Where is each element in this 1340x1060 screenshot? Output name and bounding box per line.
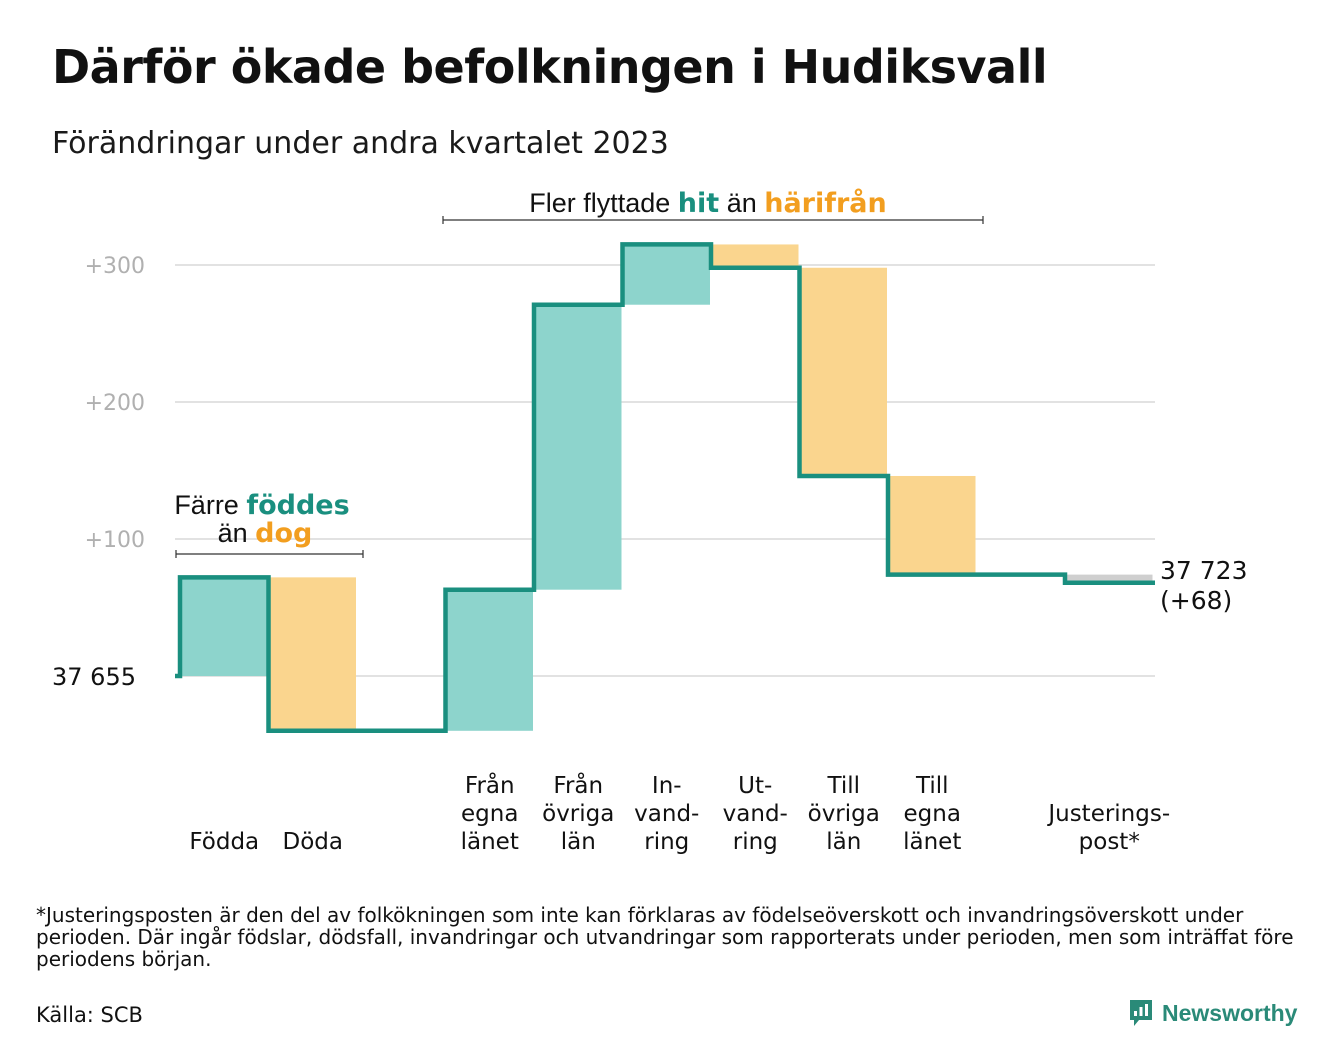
end-change-label: (+68) <box>1160 586 1232 615</box>
newsworthy-logo-icon <box>1130 1000 1152 1026</box>
bar-outflow <box>269 577 356 731</box>
x-category-label: län <box>826 829 861 855</box>
bar-inflow <box>181 577 268 676</box>
x-category-label: Justerings- <box>1046 801 1170 827</box>
x-category-label: län <box>561 829 596 855</box>
births-highlight: föddes <box>246 490 349 521</box>
bar-inflow <box>535 304 622 590</box>
x-category-label: länet <box>903 829 961 855</box>
x-category-label: länet <box>461 829 519 855</box>
brand: Newsworthy <box>1128 998 1297 1028</box>
bar-adjustment <box>1066 574 1153 583</box>
x-category-label: vand- <box>723 801 788 827</box>
births-annotation-line1: Färre föddes <box>174 490 349 521</box>
bar-inflow <box>623 244 710 305</box>
source-label: Källa: SCB <box>36 1003 143 1027</box>
chart-subtitle: Förändringar under andra kvartalet 2023 <box>52 126 669 161</box>
x-category-label: In- <box>652 773 682 799</box>
x-category-label: övriga <box>542 801 614 827</box>
waterfall-chart: +100+200+300 Födda DödaFrånegnalänetFrånö… <box>52 187 1247 855</box>
moves-annotation: Fler flyttade hit än härifrån <box>529 187 887 219</box>
births-annotation-line2: än dog <box>218 518 313 549</box>
label-layer: Födda DödaFrånegnalänetFrånövrigalänIn-va… <box>52 556 1247 855</box>
line-layer <box>175 242 1155 734</box>
start-value-label: 37 655 <box>52 663 136 691</box>
moves-in-highlight: hit <box>678 188 719 219</box>
x-category-label: post* <box>1079 829 1140 855</box>
bar-inflow <box>446 589 533 731</box>
x-category-label: Döda <box>283 829 343 855</box>
x-category-label: Från <box>553 771 603 799</box>
x-category-label: Födda <box>189 829 259 855</box>
cumulative-step-line <box>175 242 1155 734</box>
bar-outflow <box>889 475 976 575</box>
x-category-label: ring <box>644 829 689 855</box>
y-tick-label: +200 <box>85 391 145 416</box>
y-tick-label: +300 <box>85 254 145 279</box>
chart-title: Därför ökade befolkningen i Hudiksvall <box>52 40 1048 94</box>
y-tick-label: +100 <box>85 528 145 553</box>
footnote: *Justeringsposten är den del av folkökni… <box>36 903 1294 971</box>
moves-annotation-text: än <box>719 188 764 218</box>
bar-outflow <box>712 244 799 268</box>
x-category-label: Till <box>915 773 949 799</box>
bar-layer <box>181 244 1153 731</box>
x-category-label: egna <box>904 801 961 827</box>
end-value-label: 37 723 <box>1160 556 1247 585</box>
x-category-label: Ut- <box>738 773 772 799</box>
moves-out-highlight: härifrån <box>764 187 887 219</box>
x-category-label: egna <box>461 801 518 827</box>
x-category-label: Från <box>465 771 515 799</box>
brand-name: Newsworthy <box>1162 999 1298 1026</box>
x-category-label: ring <box>733 829 778 855</box>
x-category-label: vand- <box>634 801 699 827</box>
deaths-highlight: dog <box>255 518 312 549</box>
bar-outflow <box>800 267 887 476</box>
x-category-label: övriga <box>808 801 880 827</box>
x-category-label: Till <box>826 773 860 799</box>
